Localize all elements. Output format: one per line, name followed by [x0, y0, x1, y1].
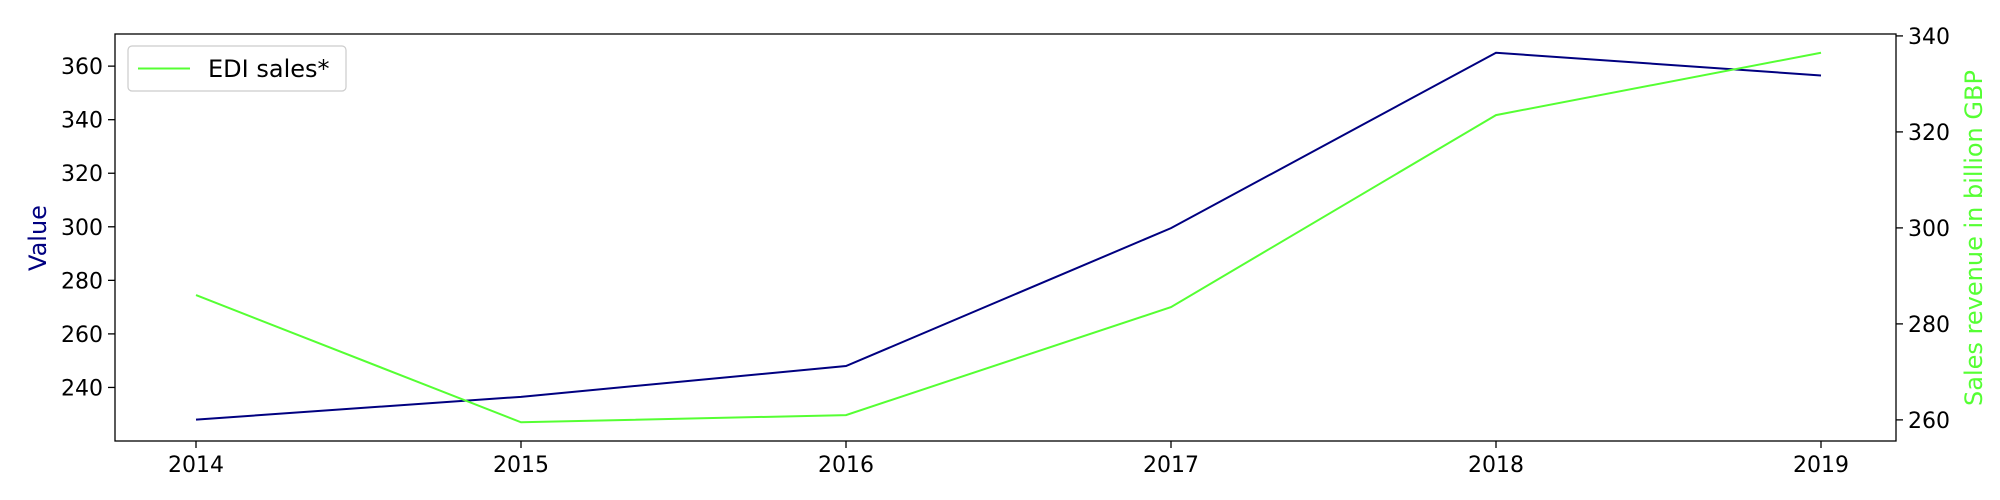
y-axis-right: 260 280 300 320 340 — [1896, 25, 1950, 434]
y-axis-left: 240 260 280 300 320 340 360 — [61, 55, 115, 401]
x-tick-label: 2015 — [493, 453, 549, 478]
y-left-tick-label: 280 — [61, 269, 103, 294]
x-tick-label: 2017 — [1143, 453, 1199, 478]
legend: EDI sales* — [127, 45, 347, 92]
y-right-tick-label: 280 — [1908, 313, 1950, 338]
y-left-tick-label: 260 — [61, 323, 103, 348]
y-right-tick-label: 260 — [1908, 409, 1950, 434]
series-line-0 — [195, 51, 1822, 421]
plot-frame — [114, 33, 1897, 442]
x-tick-label: 2018 — [1468, 453, 1524, 478]
x-tick-label: 2016 — [818, 453, 874, 478]
y-left-tick-label: 240 — [61, 376, 103, 401]
y-right-tick-label: 320 — [1908, 121, 1950, 146]
x-tick-label: 2014 — [168, 453, 224, 478]
y-axis-left-title: Value — [24, 205, 52, 271]
series-group — [195, 51, 1822, 424]
y-left-tick-label: 320 — [61, 162, 103, 187]
legend-label-edi-sales: EDI sales* — [208, 55, 330, 83]
x-axis: 2014 2015 2016 2017 2018 2019 — [168, 441, 1849, 478]
y-left-tick-label: 340 — [61, 109, 103, 134]
y-right-tick-label: 340 — [1908, 25, 1950, 50]
y-left-tick-label: 360 — [61, 55, 103, 80]
y-left-tick-label: 300 — [61, 216, 103, 241]
x-tick-label: 2019 — [1793, 453, 1849, 478]
y-axis-right-title: Sales revenue in billion GBP — [1960, 70, 1988, 406]
y-right-tick-label: 300 — [1908, 217, 1950, 242]
series-line-1 — [195, 51, 1822, 424]
legend-box — [127, 45, 347, 92]
